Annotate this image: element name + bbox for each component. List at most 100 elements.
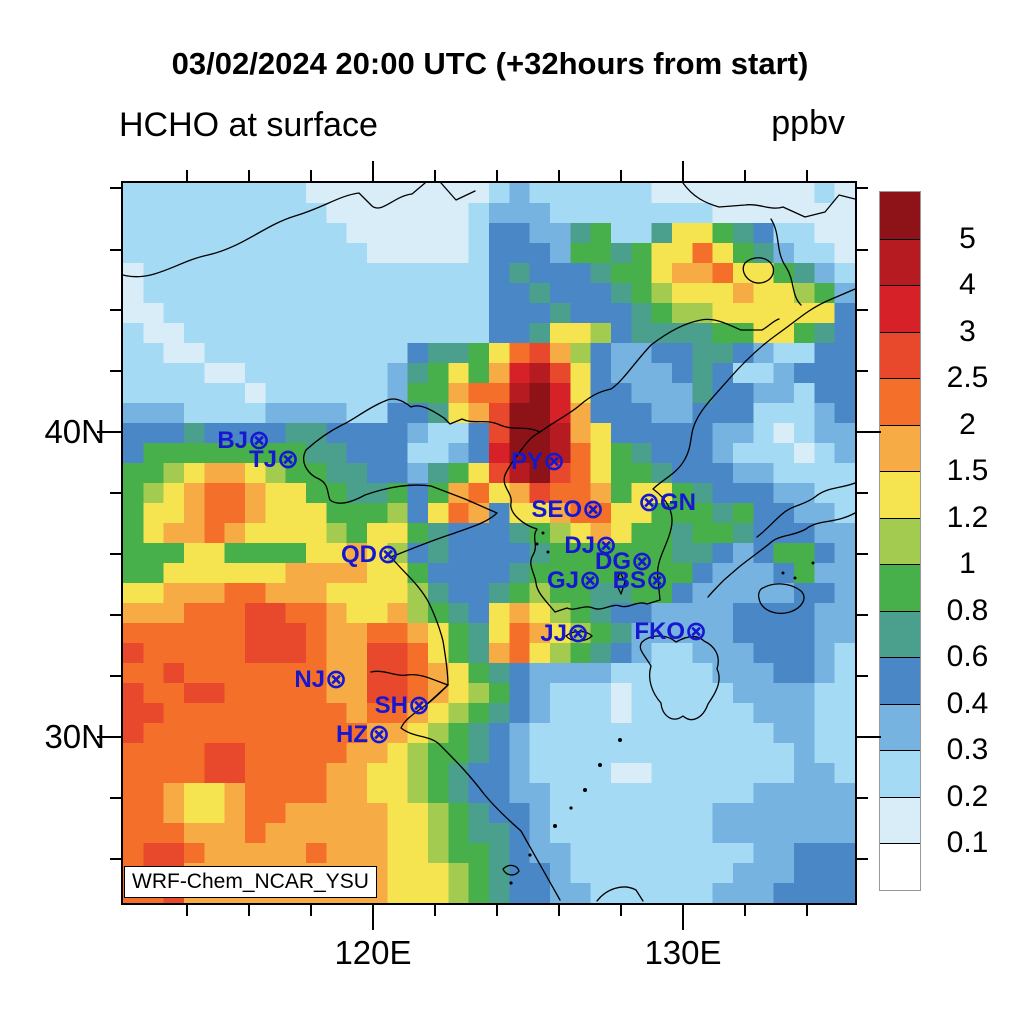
- station-label-gn: GN: [660, 489, 696, 516]
- ryukyu-islands: [509, 531, 815, 885]
- axis-tick: [855, 431, 881, 433]
- axis-tick: [496, 170, 498, 183]
- lake-khanka: [742, 257, 775, 284]
- station-marker-fko: ⊗: [684, 615, 708, 647]
- colorbar-tick-label: 0.8: [946, 593, 989, 627]
- axis-tick: [110, 553, 123, 555]
- station-marker-nj: ⊗: [324, 663, 348, 695]
- station-marker-gn: ⊗: [637, 486, 661, 518]
- axis-tick: [110, 370, 123, 372]
- colorbar-cell: [880, 285, 920, 332]
- river-yangtze-south-bank: [425, 684, 449, 706]
- model-watermark: WRF-Chem_NCAR_YSU: [124, 866, 377, 898]
- axis-tick: [855, 797, 868, 799]
- colorbar-cell: [880, 843, 920, 890]
- colorbar-tick-label: 4: [959, 268, 976, 302]
- x-axis-label-120e: 120E: [334, 934, 412, 971]
- colorbar-tick-label: 0.4: [946, 686, 989, 720]
- station-marker-dj: ⊗: [594, 529, 618, 561]
- colorbar-tick-label: 0.1: [946, 826, 989, 860]
- axis-tick: [855, 309, 868, 311]
- colorbar-tick-label: 1.5: [946, 454, 989, 488]
- station-label-qd: QD: [341, 541, 377, 568]
- axis-tick: [682, 161, 684, 183]
- station-marker-tj: ⊗: [276, 443, 300, 475]
- colorbar-tick-label: 2: [959, 407, 976, 441]
- coastline-korea-east: [652, 288, 855, 601]
- island-tsushima: [615, 571, 626, 595]
- colorbar-cell: [880, 378, 920, 425]
- coastline-korea-south: [554, 599, 661, 613]
- axis-tick: [110, 249, 123, 251]
- y-axis-label-40n: 40N: [44, 413, 105, 450]
- coastline-amur: [682, 183, 855, 218]
- station-label-hz: HZ: [336, 721, 368, 748]
- colorbar-cell: [880, 471, 920, 518]
- axis-tick: [855, 553, 868, 555]
- axis-tick: [744, 170, 746, 183]
- axis-tick: [806, 170, 808, 183]
- station-marker-qd: ⊗: [376, 538, 400, 570]
- coastline-china: [303, 398, 561, 901]
- x-axis-label-130e: 130E: [644, 934, 722, 971]
- station-marker-sh: ⊗: [407, 689, 431, 721]
- axis-tick: [558, 903, 560, 916]
- coastline-shikoku: [757, 583, 805, 615]
- units-label: ppbv: [771, 104, 845, 142]
- colorbar-tick-label: 5: [959, 221, 976, 255]
- axis-tick: [310, 170, 312, 183]
- station-label-seo: SEO: [531, 496, 582, 523]
- colorbar-frame: [879, 191, 921, 891]
- axis-tick: [806, 903, 808, 916]
- colorbar-tick-label: 0.6: [946, 640, 989, 674]
- colorbar-cell: [880, 192, 920, 239]
- station-label-bj: BJ: [217, 427, 248, 454]
- station-label-dg: DG: [595, 548, 631, 575]
- colorbar-cell: [880, 424, 920, 472]
- axis-tick: [855, 187, 868, 189]
- axis-tick: [496, 903, 498, 916]
- axis-tick: [372, 903, 374, 930]
- axis-tick: [310, 903, 312, 916]
- station-label-py: PY: [510, 448, 543, 475]
- colorbar-tick-label: 2.5: [946, 361, 989, 395]
- axis-tick: [110, 858, 123, 860]
- axis-tick: [855, 736, 881, 738]
- coastline-kyushu: [639, 635, 720, 721]
- axis-tick: [97, 736, 123, 738]
- y-axis-label-30n: 30N: [44, 718, 105, 755]
- map-canvas: [123, 183, 855, 903]
- axis-tick: [855, 858, 868, 860]
- coastline-honshu-south: [707, 512, 855, 598]
- station-label-jj: JJ: [540, 620, 567, 647]
- axis-tick: [186, 903, 188, 916]
- colorbar-tick-label: 0.2: [946, 779, 989, 813]
- axis-tick: [110, 797, 123, 799]
- station-label-nj: NJ: [294, 666, 325, 693]
- colorbar: [880, 192, 920, 890]
- station-label-gj: GJ: [546, 567, 579, 594]
- figure-title: 03/02/2024 20:00 UTC (+32hours from star…: [171, 46, 809, 81]
- axis-tick: [110, 614, 123, 616]
- station-label-dj: DJ: [564, 532, 595, 559]
- station-marker-gj: ⊗: [578, 564, 602, 596]
- colorbar-cell: [880, 610, 920, 658]
- axis-tick: [855, 249, 868, 251]
- colorbar-cell: [880, 238, 920, 286]
- axis-tick: [372, 161, 374, 183]
- station-marker-hz: ⊗: [367, 718, 391, 750]
- axis-tick: [110, 492, 123, 494]
- station-marker-dg: ⊗: [630, 545, 654, 577]
- coastline-taiwan-north: [596, 886, 644, 902]
- station-marker-jj: ⊗: [566, 617, 590, 649]
- station-marker-bs: ⊗: [645, 564, 669, 596]
- axis-tick: [744, 903, 746, 916]
- island-jeju: [565, 630, 593, 642]
- axis-tick: [855, 675, 868, 677]
- river-yangtze: [370, 670, 449, 686]
- axis-tick: [110, 187, 123, 189]
- colorbar-tick-label: 1: [959, 547, 976, 581]
- border-korea-china: [539, 318, 780, 433]
- axis-tick: [620, 903, 622, 916]
- axis-tick: [855, 370, 868, 372]
